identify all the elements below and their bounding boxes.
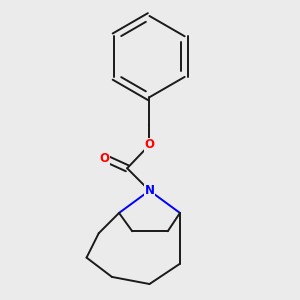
- Text: O: O: [100, 152, 110, 165]
- Text: N: N: [145, 184, 154, 197]
- Text: O: O: [145, 138, 154, 152]
